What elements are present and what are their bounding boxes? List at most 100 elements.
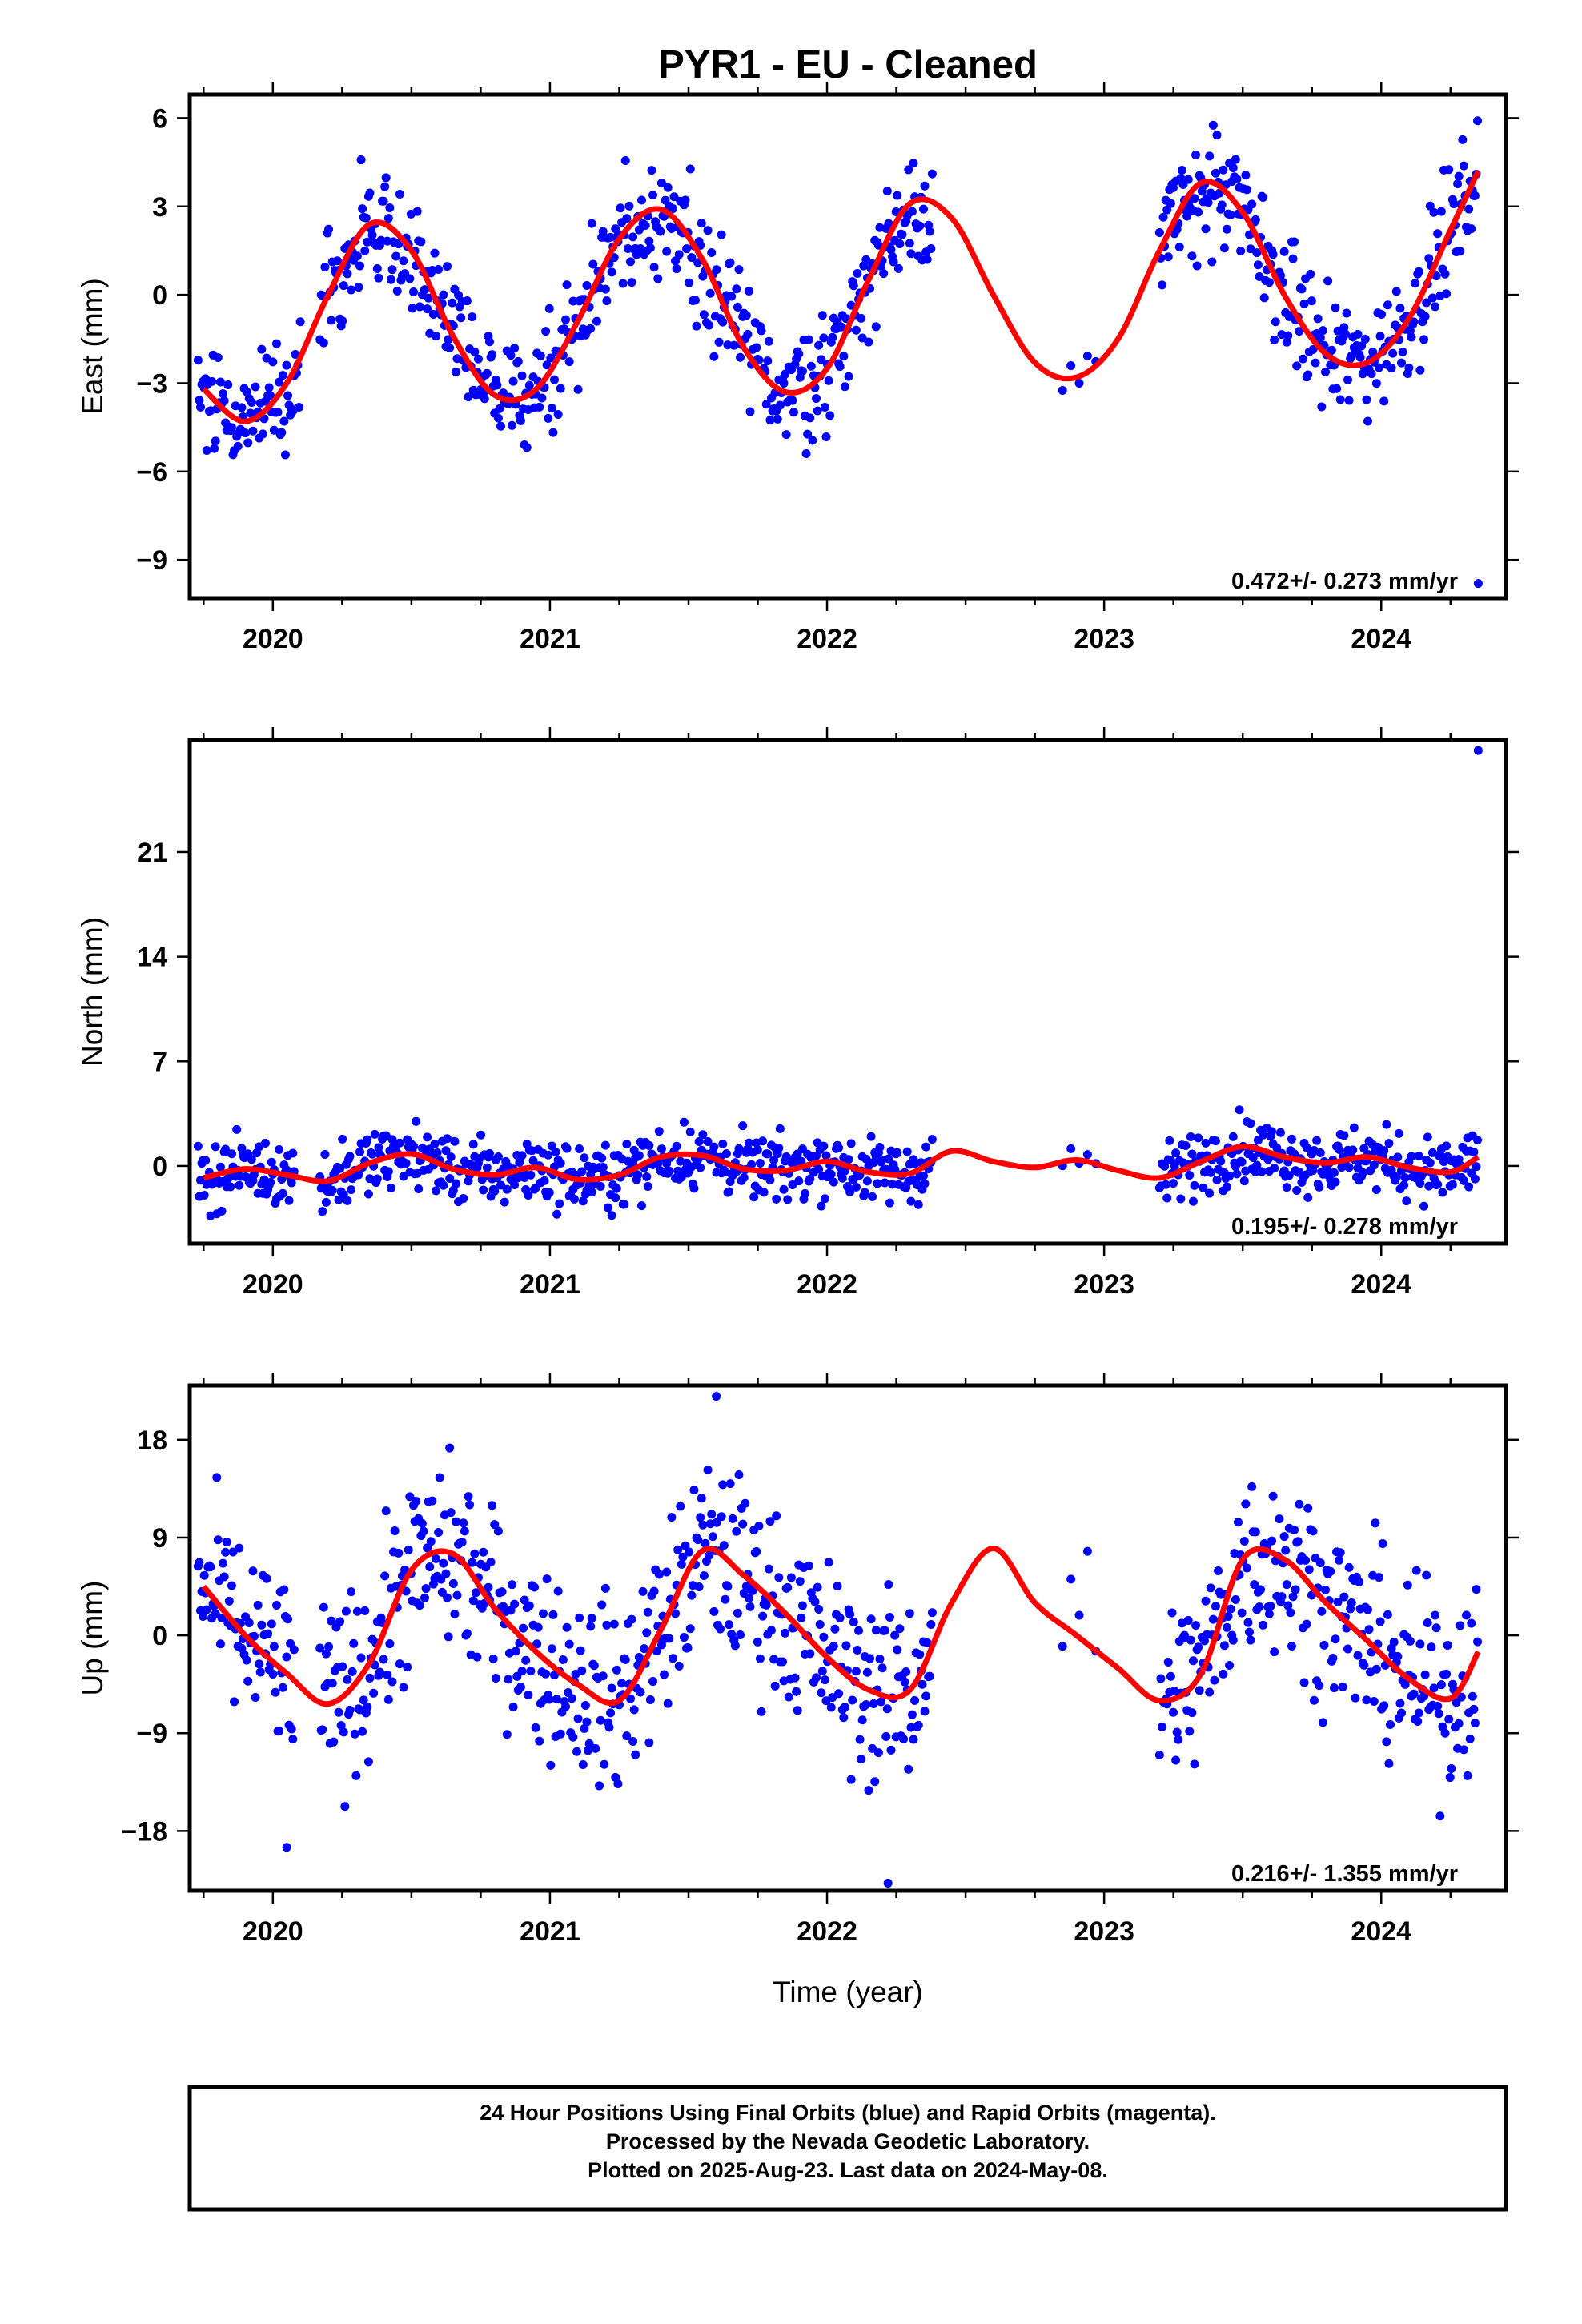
up-data-point	[848, 1695, 857, 1705]
north-data-point	[343, 1196, 352, 1205]
east-data-point	[1332, 384, 1342, 393]
up-data-point	[712, 1518, 721, 1527]
up-data-point	[1414, 1708, 1423, 1718]
north-data-point	[1190, 1180, 1199, 1190]
east-data-point	[257, 344, 267, 354]
north-data-point	[1379, 1146, 1389, 1156]
up-data-point	[1242, 1563, 1251, 1573]
east-data-point	[1307, 296, 1316, 306]
up-data-point	[1326, 1566, 1335, 1576]
up-data-point	[790, 1673, 800, 1683]
up-data-point	[222, 1538, 231, 1547]
north-data-point	[1329, 1168, 1339, 1177]
east-data-point	[733, 303, 742, 312]
up-data-point	[678, 1552, 688, 1562]
north-y-tick-label: 14	[137, 943, 167, 973]
east-data-point	[1074, 378, 1084, 388]
east-data-point	[372, 263, 382, 273]
up-data-point	[881, 1731, 891, 1741]
up-data-point	[381, 1506, 391, 1516]
east-data-point	[535, 402, 544, 412]
north-data-point	[1419, 1201, 1429, 1211]
north-data-point	[1287, 1134, 1296, 1144]
up-data-point	[405, 1492, 415, 1502]
up-data-point	[1214, 1566, 1223, 1576]
east-data-point	[672, 264, 681, 274]
up-data-point	[395, 1659, 404, 1669]
north-data-point	[753, 1145, 762, 1155]
up-data-point	[533, 1622, 543, 1632]
up-data-point	[1290, 1525, 1299, 1534]
up-data-point	[1415, 1639, 1425, 1649]
up-data-point	[1379, 1701, 1389, 1711]
east-data-point	[1208, 120, 1218, 130]
north-data-point	[221, 1144, 231, 1154]
up-data-point	[242, 1655, 251, 1665]
north-data-point	[1470, 1174, 1480, 1184]
east-data-point	[548, 428, 558, 437]
north-data-point	[829, 1177, 838, 1187]
up-data-point	[895, 1624, 905, 1634]
up-data-point	[922, 1638, 932, 1647]
up-data-point	[575, 1613, 584, 1622]
north-data-point	[217, 1206, 227, 1216]
up-data-point	[1378, 1539, 1387, 1549]
east-data-point	[513, 356, 523, 366]
east-data-point	[549, 375, 559, 384]
north-data-point	[526, 1170, 536, 1180]
up-data-point	[882, 1704, 892, 1714]
east-data-point	[248, 426, 258, 436]
up-data-point	[426, 1537, 436, 1546]
up-data-point	[319, 1602, 328, 1612]
east-data-point	[1166, 199, 1175, 208]
up-data-point	[784, 1692, 793, 1702]
up-data-point	[748, 1586, 757, 1595]
up-data-point	[926, 1620, 936, 1630]
east-data-point	[922, 255, 932, 264]
up-data-point	[634, 1652, 644, 1662]
north-data-point	[476, 1130, 486, 1140]
up-data-point	[556, 1729, 565, 1739]
up-data-point	[497, 1587, 507, 1597]
east-data-point	[844, 372, 853, 381]
east-data-point	[496, 421, 506, 431]
footer-box: 24 Hour Positions Using Final Orbits (bl…	[187, 2085, 1508, 2212]
up-data-point	[921, 1691, 931, 1701]
east-data-point	[668, 204, 677, 214]
up-data-point	[450, 1610, 460, 1619]
up-data-point	[324, 1642, 334, 1651]
east-data-point	[195, 402, 205, 412]
up-data-point	[674, 1661, 684, 1671]
up-data-point	[1473, 1637, 1483, 1647]
east-data-point	[227, 423, 236, 432]
east-data-point	[915, 221, 925, 231]
east-data-point	[1211, 168, 1220, 178]
east-data-point	[277, 428, 287, 437]
east-data-point	[1357, 341, 1367, 351]
east-data-point	[347, 285, 356, 295]
north-data-point	[1066, 1144, 1076, 1153]
up-data-point	[694, 1582, 704, 1591]
up-data-point	[851, 1667, 861, 1676]
north-data-point	[275, 1144, 284, 1154]
east-data-point	[1419, 335, 1429, 344]
east-data-point	[1299, 299, 1309, 308]
up-data-point	[1183, 1615, 1193, 1625]
up-data-point	[1317, 1606, 1327, 1616]
north-data-point	[597, 1153, 607, 1163]
up-data-point	[792, 1687, 801, 1696]
east-data-point	[215, 377, 225, 387]
east-data-point	[886, 245, 896, 255]
east-data-point	[624, 201, 634, 211]
up-data-point	[795, 1577, 805, 1586]
up-data-point	[1429, 1683, 1439, 1693]
up-data-point	[435, 1473, 444, 1482]
east-data-point	[882, 187, 892, 196]
north-data-point	[820, 1194, 829, 1204]
up-data-point	[770, 1681, 780, 1691]
up-data-point	[730, 1641, 740, 1651]
up-x-tick-label: 2024	[1351, 1916, 1411, 1947]
north-data-point	[1160, 1161, 1170, 1171]
up-data-point	[552, 1695, 562, 1704]
north-data-point	[370, 1129, 379, 1139]
